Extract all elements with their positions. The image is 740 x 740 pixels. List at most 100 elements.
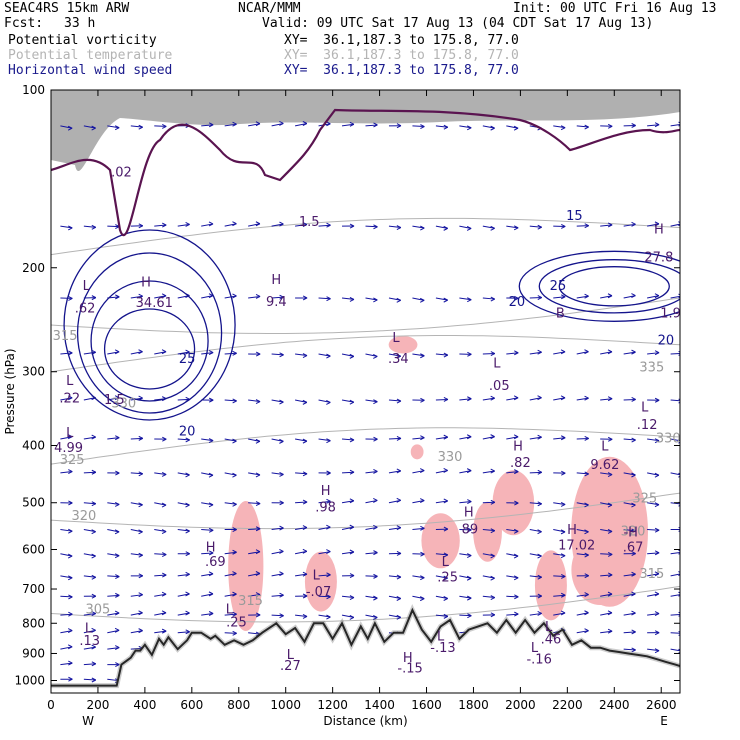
- wind-vector-head: [232, 571, 237, 576]
- wind-vector: [529, 529, 542, 533]
- wind-vector-head: [91, 553, 96, 559]
- field-name-pv: Potential vorticity: [8, 33, 157, 48]
- wind-vector-head: [420, 353, 425, 359]
- wind-vector: [670, 594, 680, 597]
- wind-vector-head: [560, 294, 566, 300]
- wind-vector-head: [584, 436, 589, 441]
- wind-vector: [623, 593, 636, 597]
- wind-vector-head: [560, 125, 566, 131]
- wind-vector-head: [654, 221, 660, 227]
- wind-vector: [388, 614, 401, 618]
- wind-vector: [154, 593, 167, 597]
- pv-annotation-9: .02: [111, 165, 132, 180]
- wind-vector-head: [279, 548, 284, 554]
- x-tick-label: 1000: [270, 698, 301, 712]
- theta-contour-315: [51, 335, 680, 373]
- wind-vector: [107, 529, 120, 533]
- wind-vector-head: [631, 397, 636, 402]
- wind-vector: [600, 630, 613, 634]
- wind-vector: [318, 224, 331, 227]
- wind-vector: [318, 500, 331, 504]
- wind-vector: [553, 296, 566, 299]
- x-axis-label: Distance (km): [323, 714, 407, 728]
- wind-vector-head: [654, 350, 660, 356]
- wind-vector-head: [255, 612, 261, 618]
- pv-annotation-43: L: [437, 629, 445, 644]
- wind-vector-head: [232, 350, 237, 356]
- wind-vector: [412, 500, 425, 504]
- wind-vector-head: [607, 222, 613, 228]
- wind-vector-head: [279, 471, 284, 477]
- pv-annotation-45: L: [545, 620, 553, 635]
- wind-vector-head: [678, 571, 680, 576]
- wind-contour-left-0: [63, 229, 236, 421]
- wind-vector-head: [232, 501, 237, 507]
- wind-vector: [154, 553, 167, 556]
- x-tick-label: 200: [86, 698, 109, 712]
- wind-vector: [670, 123, 680, 127]
- wind-vector: [201, 552, 214, 555]
- wind-vector: [201, 613, 214, 616]
- wind-vector: [506, 553, 519, 557]
- wind-vector: [623, 528, 636, 532]
- wind-vector: [670, 648, 680, 652]
- wind-vector: [271, 296, 284, 299]
- wind-vector: [459, 575, 472, 579]
- wind-vector-head: [514, 295, 519, 301]
- wind-vector: [576, 502, 589, 506]
- wind-vector: [271, 438, 284, 442]
- wind-vector-head: [631, 472, 636, 478]
- wind-vector-head: [678, 526, 680, 532]
- wind-vector: [271, 527, 284, 530]
- wind-vector: [459, 125, 472, 129]
- wind-vector: [506, 225, 519, 229]
- terrain-fill: [51, 610, 680, 693]
- wind-vector: [107, 629, 120, 634]
- wind-vector: [154, 351, 167, 355]
- wind-vector-head: [326, 614, 331, 620]
- wind-vector: [248, 223, 261, 227]
- wind-vector-head: [91, 677, 97, 683]
- wind-vector: [341, 614, 354, 618]
- wind-vector-head: [67, 553, 73, 559]
- wind-vector-head: [162, 572, 167, 578]
- wind-vector-head: [91, 661, 97, 667]
- pv-annotation-48: -.16: [526, 652, 551, 667]
- wind-vector-head: [420, 124, 425, 129]
- wind-label-3: 20: [179, 425, 196, 440]
- wind-vector-head: [91, 627, 96, 633]
- forecast-label: Fcst:: [4, 16, 44, 31]
- wind-vector-head: [326, 572, 331, 578]
- wind-vector: [130, 612, 143, 616]
- wind-vector: [600, 398, 613, 401]
- wind-vector: [670, 632, 680, 634]
- wind-vector: [600, 224, 613, 227]
- wind-vector-head: [255, 351, 261, 357]
- wind-vector-head: [114, 529, 120, 535]
- wind-vector-head: [161, 591, 167, 597]
- wind-vector: [83, 502, 96, 505]
- wind-vector: [177, 502, 190, 506]
- wind-vector-head: [467, 297, 472, 303]
- wind-vector-head: [607, 591, 613, 597]
- wind-vector-head: [68, 528, 73, 534]
- theta-label-4: 330: [438, 450, 463, 465]
- pv-annotation-44: -.13: [430, 641, 455, 656]
- wind-contour-right-2: [558, 266, 670, 307]
- wind-contour-right-1: [538, 259, 680, 314]
- theta-contour-330: [51, 297, 680, 334]
- wind-vector-head: [490, 395, 495, 401]
- wind-vector: [365, 526, 378, 530]
- wind-vector-head: [466, 434, 472, 440]
- wind-vector-head: [467, 527, 472, 533]
- pv-annotation-39: L: [442, 555, 450, 570]
- wind-vector: [600, 295, 613, 299]
- wind-vector-head: [396, 550, 402, 556]
- wind-vector-head: [91, 611, 96, 616]
- wind-vector-head: [232, 398, 237, 404]
- wind-vector: [365, 353, 378, 357]
- pink-shading-6: [571, 535, 630, 606]
- wind-vector-head: [513, 395, 519, 401]
- wind-vector: [529, 436, 542, 440]
- wind-vector: [412, 527, 425, 530]
